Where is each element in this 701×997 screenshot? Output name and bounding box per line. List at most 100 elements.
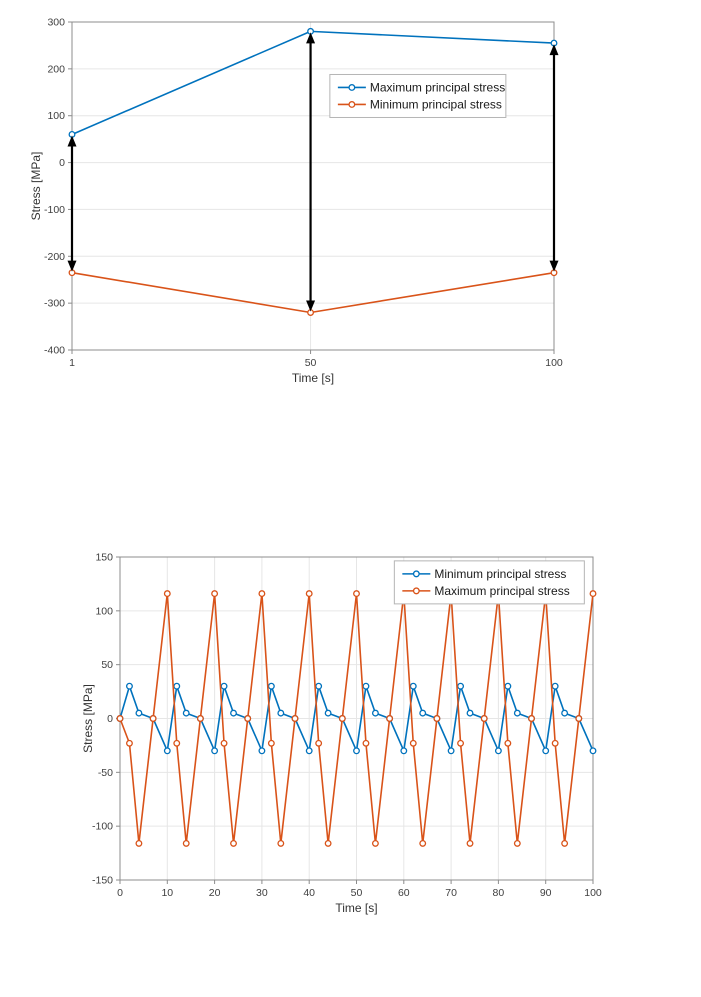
data-marker — [277, 709, 285, 717]
data-marker — [353, 590, 360, 598]
data-marker — [338, 715, 346, 722]
data-marker — [457, 739, 465, 747]
y-tick-label: -300 — [44, 298, 65, 310]
y-tick-label: -100 — [44, 204, 65, 216]
data-marker — [230, 709, 237, 717]
x-tick-label: 100 — [545, 357, 563, 369]
data-marker — [513, 839, 521, 847]
x-tick-label: 30 — [256, 887, 268, 899]
data-marker — [513, 709, 521, 717]
y-tick-label: 300 — [47, 17, 65, 29]
data-marker — [324, 709, 332, 717]
data-marker — [211, 590, 219, 598]
y-tick-label: 200 — [47, 63, 65, 75]
data-marker — [551, 739, 559, 747]
x-axis-label: Time [s] — [292, 371, 334, 385]
data-marker — [480, 715, 488, 722]
data-marker — [419, 839, 427, 847]
data-marker — [528, 715, 535, 722]
y-tick-label: -100 — [92, 821, 113, 833]
data-marker — [196, 715, 204, 722]
legend-marker-sample — [412, 587, 420, 595]
data-marker — [353, 747, 360, 755]
x-tick-label: 10 — [161, 887, 173, 899]
y-tick-label: -50 — [98, 767, 113, 779]
data-marker — [291, 715, 299, 722]
data-marker — [589, 747, 597, 755]
data-marker — [362, 682, 370, 690]
data-marker — [135, 839, 143, 847]
arrowhead-up-icon — [67, 135, 77, 147]
legend-entry-label: Minimum principal stress — [370, 97, 502, 111]
x-tick-label: 40 — [303, 887, 315, 899]
x-tick-label: 50 — [305, 357, 317, 369]
data-marker — [551, 682, 559, 690]
legend-entry-label: Minimum principal stress — [434, 567, 566, 581]
data-marker — [244, 715, 252, 722]
data-marker — [400, 747, 408, 755]
y-tick-label: -150 — [92, 875, 113, 887]
y-tick-label: 0 — [59, 157, 65, 169]
data-marker — [267, 739, 275, 747]
x-tick-label: 50 — [351, 887, 363, 899]
data-marker — [457, 682, 465, 690]
arrowhead-down-icon — [549, 260, 559, 272]
data-marker — [324, 839, 332, 847]
data-marker — [220, 739, 228, 747]
data-marker — [362, 739, 370, 747]
x-tick-label: 80 — [493, 887, 505, 899]
legend-marker-sample — [412, 570, 420, 578]
data-marker — [277, 839, 285, 847]
data-marker — [371, 839, 379, 847]
data-marker — [409, 739, 417, 747]
y-tick-label: 100 — [95, 605, 113, 617]
x-tick-label: 90 — [540, 887, 552, 899]
y-tick-label: -200 — [44, 251, 65, 263]
data-marker — [561, 709, 569, 717]
data-marker — [466, 839, 474, 847]
bottom-chart: 0 10 20 30 40 50 60 70 80 90 100 -150 -100 -50 0 50 100 1… — [81, 552, 602, 916]
arrowhead-down-icon — [67, 260, 77, 272]
legend-marker-sample — [348, 101, 356, 108]
x-tick-label: 70 — [445, 887, 457, 899]
data-marker — [433, 715, 441, 722]
legend-box — [393, 560, 585, 605]
data-marker — [466, 709, 474, 717]
x-tick-label: 0 — [117, 887, 123, 899]
data-marker — [135, 709, 143, 717]
arrowhead-up-icon — [549, 44, 559, 56]
y-axis-label: Stress [MPa] — [81, 684, 95, 753]
top-chart: 1 50 100 -400 -300 -200 -100 0 100 200 300 Time [s]… — [29, 17, 563, 386]
data-marker — [267, 682, 275, 690]
data-marker — [561, 839, 569, 847]
data-marker — [447, 747, 455, 755]
data-marker — [504, 739, 512, 747]
legend-entry-label: Maximum principal stress — [370, 80, 505, 94]
data-marker — [182, 839, 190, 847]
data-marker — [258, 747, 266, 755]
data-marker — [220, 682, 228, 690]
data-marker — [126, 682, 133, 690]
data-marker — [494, 747, 502, 755]
y-tick-label: 150 — [95, 552, 113, 564]
data-marker — [589, 590, 597, 598]
data-marker — [419, 709, 427, 717]
legend-marker-sample — [348, 84, 356, 91]
data-marker — [173, 739, 181, 747]
data-marker — [575, 715, 583, 722]
arrowhead-down-icon — [306, 300, 316, 312]
data-marker — [182, 709, 190, 717]
y-tick-label: 0 — [107, 713, 113, 725]
data-marker — [386, 715, 394, 722]
y-tick-label: 100 — [47, 110, 65, 122]
x-tick-label: 20 — [209, 887, 221, 899]
y-axis-label: Stress [MPa] — [29, 152, 43, 221]
data-marker — [258, 590, 266, 598]
x-axis-label: Time [s] — [335, 901, 377, 915]
x-tick-label: 100 — [584, 887, 602, 899]
data-marker — [230, 839, 237, 847]
data-marker — [149, 715, 157, 722]
legend-box — [329, 73, 507, 118]
data-marker — [371, 709, 379, 717]
